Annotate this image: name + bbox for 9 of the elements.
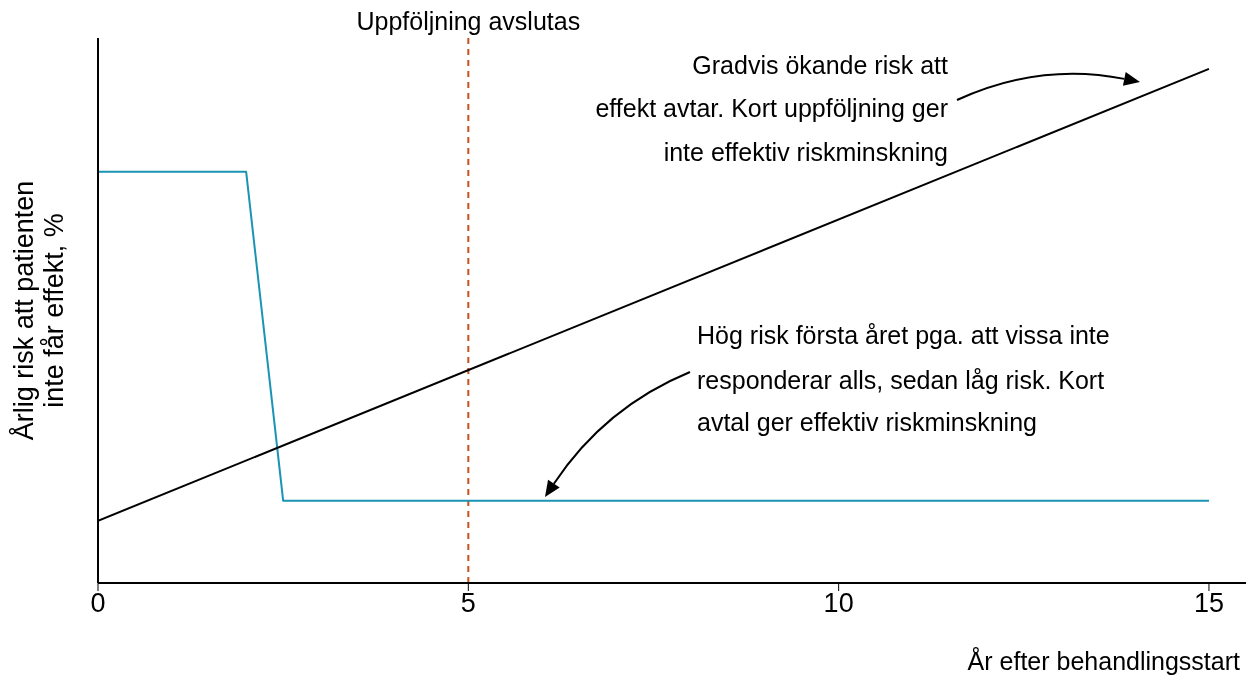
x-tick-label: 15 — [1193, 588, 1224, 619]
y-axis-title: Årlig risk att patienten inte får effekt, % — [8, 180, 69, 441]
x-tick-label: 10 — [823, 588, 854, 619]
x-axis-title: År efter behandlingsstart — [967, 646, 1241, 675]
x-tick-label: 5 — [460, 588, 476, 619]
annotation: Gradvis ökande risk att effekt avtar. Kort uppföljning ger inte effektiv riskminskning — [595, 51, 949, 166]
annotation: Hög risk första året pga. att vissa inte responderar alls, sedan låg risk. Kort avtal ger effektiv riskminskning — [697, 321, 1110, 436]
ref-line-label: Uppföljning avslutas — [356, 7, 581, 35]
x-tick-label: 0 — [90, 588, 106, 619]
